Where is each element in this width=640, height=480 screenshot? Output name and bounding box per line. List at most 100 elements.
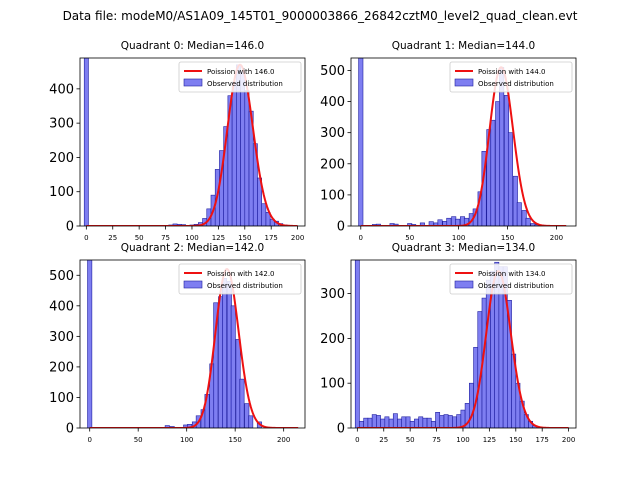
y-tick-label: 400 [49,82,74,97]
histogram-bar [248,415,254,428]
y-tick-label: 200 [320,157,345,172]
x-tick-label: 0 [359,234,363,242]
legend-bar-swatch [183,280,203,289]
histogram-bar [213,302,219,428]
histogram-bar [397,418,403,428]
axes-frame [79,57,306,227]
legend-box [178,61,302,93]
histogram-bar [443,414,449,428]
legend: Poission with 142.0 Observed distribution [178,263,302,295]
histogram-bar [409,420,415,428]
histogram-bar [231,81,237,226]
histogram-bar [435,412,441,428]
y-tick-label: 200 [49,151,74,166]
y-tick-label: 300 [320,126,345,141]
histogram-bar [380,418,386,428]
y-tick-label: 300 [320,287,345,302]
y-tick-label: 500 [49,269,74,284]
y-tick-label: 100 [320,377,345,392]
x-tick-label: 150 [501,234,514,242]
histogram-bar [222,278,227,428]
y-tick-label: 400 [49,299,74,314]
x-tick-label: 200 [550,234,563,242]
subplot-title: Quadrant 2: Median=142.0 [121,242,264,254]
x-tick-label: 25 [379,436,388,444]
histogram-bar [418,416,424,428]
histogram-bar [388,418,394,428]
x-tick-label: 100 [180,436,193,444]
legend-line-label: Poission with 146.0 [207,68,275,76]
histogram-bar [261,203,267,226]
x-tick-label: 150 [228,436,241,444]
x-tick-label: 25 [108,234,117,242]
histogram-bar [239,378,245,428]
histogram-bar [363,417,369,428]
y-tick-label: 0 [66,220,74,235]
histogram-bar [512,175,518,226]
y-tick-label: 100 [320,188,345,203]
subplot-title: Quadrant 0: Median=146.0 [121,40,264,52]
legend-line-label: Poission with 142.0 [207,270,275,278]
poisson-curve [360,66,567,226]
histogram-bar [426,417,432,428]
x-tick-label: 50 [406,436,415,444]
poisson-curve [89,268,299,428]
x-tick-label: 50 [135,234,144,242]
figure-title: Data file: modeM0/AS1A09_145T01_90000038… [63,9,578,23]
histogram-bar [414,418,419,428]
histogram-bar [490,119,496,226]
histogram-bar [463,217,469,226]
histogram-bar [456,414,462,428]
histogram-bar [87,260,93,428]
y-tick-label: 300 [49,117,74,132]
legend-bar-swatch [454,280,474,289]
histogram-bar [422,417,428,428]
x-tick-label: 0 [355,436,359,444]
histogram-bar [446,217,452,226]
legend-bar-swatch [183,78,203,87]
histogram-bar [83,58,89,226]
histogram-bar [376,415,381,428]
legend-line-label: Poission with 144.0 [478,68,546,76]
y-tick-label: 200 [320,332,345,347]
x-tick-label: 75 [161,234,170,242]
x-tick-label: 150 [509,436,522,444]
histogram-bar [525,217,531,226]
legend-box [178,263,302,295]
x-tick-label: 125 [212,234,225,242]
x-tick-label: 200 [277,436,290,444]
histogram-bar [359,420,364,428]
histogram-bar [392,413,398,428]
histogram-bar [367,417,373,428]
legend-bar-label: Observed distribution [207,80,283,88]
legend-box [449,61,573,93]
y-tick-label: 500 [320,64,345,79]
histogram-bar [401,416,407,428]
legend-bar-label: Observed distribution [207,282,283,290]
legend-bar-label: Observed distribution [478,282,554,290]
y-tick-label: 200 [49,360,74,375]
legend: Poission with 134.0 Observed distribution [449,263,573,295]
axes-frame [350,57,577,227]
subplot-quadrant-2: 0 50 100 150 200 0 100 200 300 400 500 Quadrant 2: … [49,242,306,444]
histogram-bars [358,58,545,226]
legend: Poission with 146.0 Observed distribution [178,61,302,93]
histogram-bar [371,414,377,428]
x-tick-label: 100 [452,234,465,242]
histogram-bar [405,416,411,428]
y-tick-label: 0 [337,220,345,235]
legend-bar-label: Observed distribution [478,80,554,88]
histogram-bar [384,416,390,428]
axes-frame [79,259,306,429]
legend-line-label: Poission with 134.0 [478,270,546,278]
y-tick-label: 0 [66,422,74,437]
x-tick-label: 50 [134,436,143,444]
histogram-bar [447,415,453,428]
x-tick-label: 0 [87,436,91,444]
x-tick-label: 125 [483,436,496,444]
histogram-bar [507,132,513,226]
x-tick-label: 200 [291,234,304,242]
x-tick-label: 75 [432,436,441,444]
y-tick-label: 100 [49,185,74,200]
